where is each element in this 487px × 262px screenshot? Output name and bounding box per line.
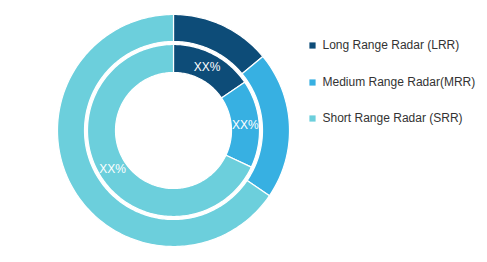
- svg-text:XX%: XX%: [232, 118, 259, 132]
- svg-text:XX%: XX%: [99, 162, 126, 176]
- svg-text:XX%: XX%: [194, 60, 221, 74]
- svg-text:Medium Range Radar(MRR): Medium Range Radar(MRR): [323, 75, 476, 89]
- svg-text:Short Range Radar (SRR): Short Range Radar (SRR): [323, 111, 463, 125]
- svg-text:Long Range Radar (LRR): Long Range Radar (LRR): [323, 38, 460, 52]
